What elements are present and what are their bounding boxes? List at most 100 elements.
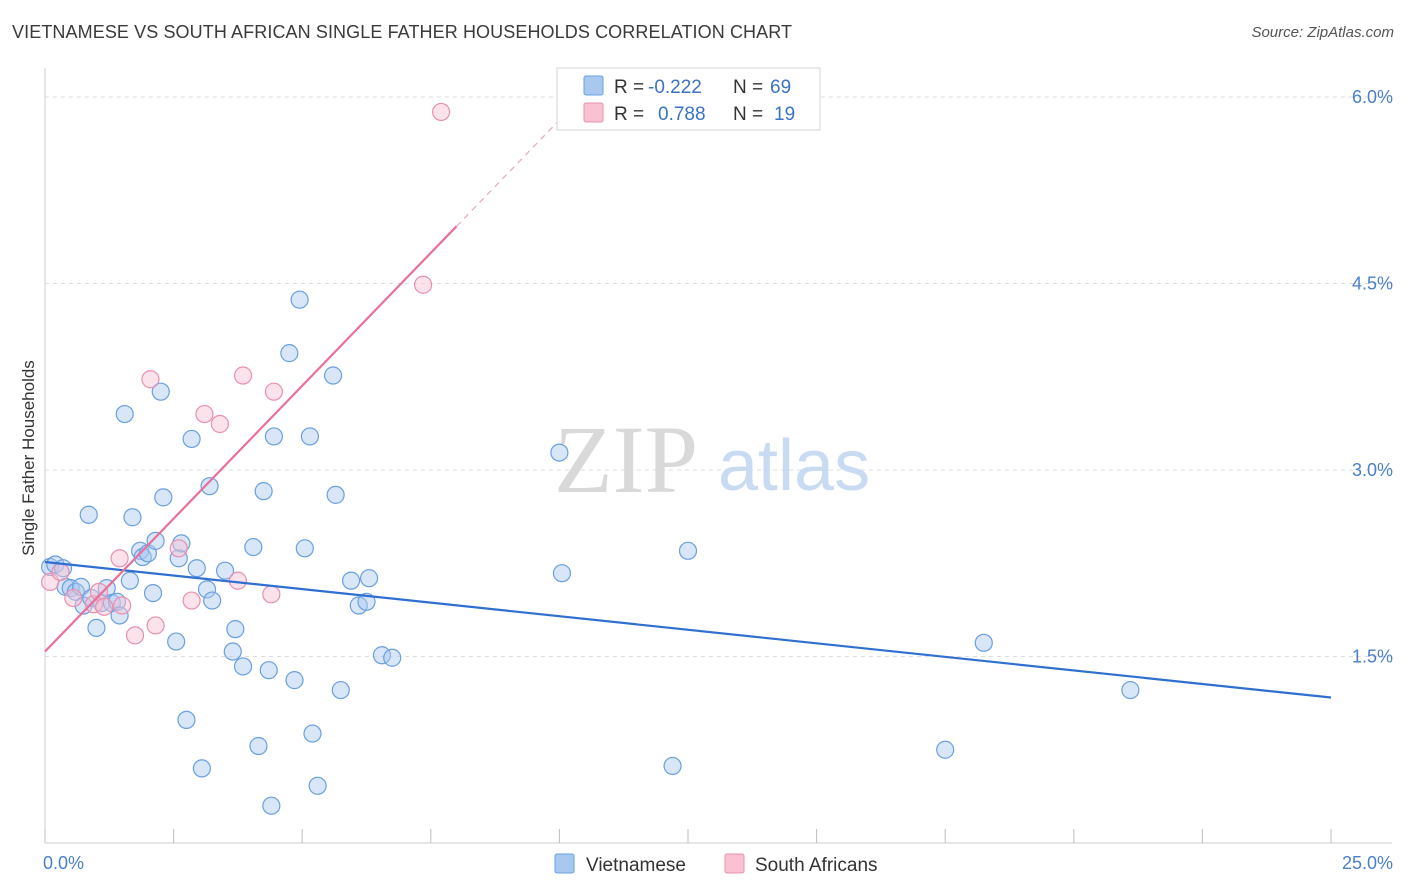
point-south-africans: [146, 616, 165, 635]
point-vietnamese: [182, 429, 201, 449]
y-axis-label: Single Father Households: [19, 360, 38, 556]
point-south-africans: [413, 275, 433, 294]
point-vietnamese: [359, 569, 379, 588]
point-vietnamese: [172, 534, 191, 553]
point-vietnamese: [262, 796, 281, 815]
trend-line-south-africans: [44, 225, 458, 653]
legend-r-label: R =: [614, 104, 644, 125]
point-south-africans: [210, 414, 229, 434]
point-vietnamese: [151, 382, 170, 401]
grid-lines: [45, 96, 1392, 657]
axes: [44, 68, 1392, 844]
point-south-africans: [233, 366, 253, 385]
point-vietnamese: [169, 549, 188, 568]
point-vietnamese: [303, 724, 322, 743]
legend-n-value: 69: [770, 77, 791, 98]
point-south-africans: [195, 404, 214, 424]
legend-r-value: -0.222: [648, 77, 702, 98]
legend-n-value: 19: [774, 104, 795, 125]
point-vietnamese: [200, 477, 219, 496]
y-tick-label: 1.5%: [1352, 647, 1393, 667]
point-vietnamese: [146, 531, 165, 550]
bottom-legend-swatch-south-africans: [724, 853, 745, 874]
point-vietnamese: [197, 580, 217, 599]
point-vietnamese: [87, 618, 106, 638]
point-vietnamese: [223, 642, 242, 661]
bottom-legend-label-vietnamese: Vietnamese: [586, 855, 686, 876]
point-vietnamese: [154, 488, 173, 507]
trend-line-south-africans-extension: [456, 109, 571, 227]
point-south-africans: [431, 102, 451, 122]
point-south-africans: [64, 588, 83, 608]
point-vietnamese: [663, 756, 682, 776]
series-legend: Vietnamese South Africans: [554, 853, 878, 876]
point-vietnamese: [167, 632, 186, 651]
watermark-atlas: atlas: [718, 426, 870, 506]
point-vietnamese: [123, 508, 142, 527]
legend-swatch-vietnamese: [583, 75, 604, 96]
point-vietnamese: [226, 620, 245, 639]
y-tick-label: 3.0%: [1352, 460, 1393, 480]
point-vietnamese: [326, 485, 345, 504]
point-vietnamese: [215, 561, 235, 580]
point-vietnamese: [115, 404, 134, 424]
point-south-africans: [141, 370, 160, 389]
x-tick-labels: 0.0% 25.0%: [43, 853, 1393, 873]
source-credit: Source: ZipAtlas.com: [1251, 24, 1394, 41]
y-tick-label: 6.0%: [1352, 87, 1393, 107]
point-vietnamese: [249, 736, 268, 756]
bottom-legend-label-south-africans: South Africans: [755, 855, 878, 876]
point-vietnamese: [308, 776, 327, 795]
point-south-africans: [264, 382, 284, 401]
trend-line-vietnamese: [44, 560, 1332, 699]
bottom-legend-swatch-vietnamese: [554, 853, 575, 874]
data-points: [41, 102, 1140, 815]
point-vietnamese: [550, 443, 569, 462]
y-tick-label: 4.5%: [1352, 274, 1393, 294]
point-vietnamese: [323, 366, 343, 385]
point-vietnamese: [357, 592, 376, 611]
point-vietnamese: [143, 583, 163, 603]
point-vietnamese: [331, 680, 350, 700]
point-vietnamese: [974, 633, 993, 652]
point-vietnamese: [290, 290, 309, 309]
point-vietnamese: [187, 559, 206, 578]
correlation-legend: R = -0.222 N = 69 R = 0.788 N = 19: [556, 67, 821, 131]
legend-n-label: N =: [733, 77, 763, 98]
legend-swatch-south-africans: [583, 102, 604, 123]
point-vietnamese: [552, 564, 572, 583]
y-tick-labels: 1.5% 3.0% 4.5% 6.0%: [1352, 87, 1393, 667]
point-vietnamese: [254, 482, 273, 501]
trend-lines: [44, 109, 1332, 699]
point-vietnamese: [300, 427, 320, 446]
legend-r-label: R =: [614, 77, 644, 98]
point-vietnamese: [203, 591, 222, 610]
point-south-africans: [51, 562, 70, 582]
point-vietnamese: [295, 539, 314, 558]
watermark-zip: ZIP: [554, 406, 698, 513]
point-vietnamese: [285, 671, 304, 690]
legend-n-label: N =: [733, 104, 763, 125]
point-vietnamese: [678, 541, 698, 560]
point-vietnamese: [383, 648, 402, 667]
point-vietnamese: [341, 571, 361, 590]
point-south-africans: [125, 626, 145, 645]
point-vietnamese: [244, 537, 263, 557]
point-vietnamese: [259, 661, 278, 680]
point-vietnamese: [280, 344, 299, 363]
legend-r-value: 0.788: [658, 104, 706, 125]
point-south-africans: [110, 549, 129, 568]
point-south-africans: [182, 591, 201, 610]
point-vietnamese: [936, 740, 955, 759]
x-tick-label-end: 25.0%: [1342, 853, 1393, 873]
point-vietnamese: [79, 505, 98, 524]
point-south-africans: [113, 596, 132, 615]
point-vietnamese: [177, 710, 196, 730]
point-vietnamese: [1121, 680, 1140, 700]
chart-title: VIETNAMESE VS SOUTH AFRICAN SINGLE FATHE…: [12, 22, 793, 42]
watermark: ZIP atlas: [554, 406, 870, 513]
point-vietnamese: [264, 427, 284, 446]
point-vietnamese: [192, 759, 211, 778]
point-south-africans: [169, 539, 188, 558]
